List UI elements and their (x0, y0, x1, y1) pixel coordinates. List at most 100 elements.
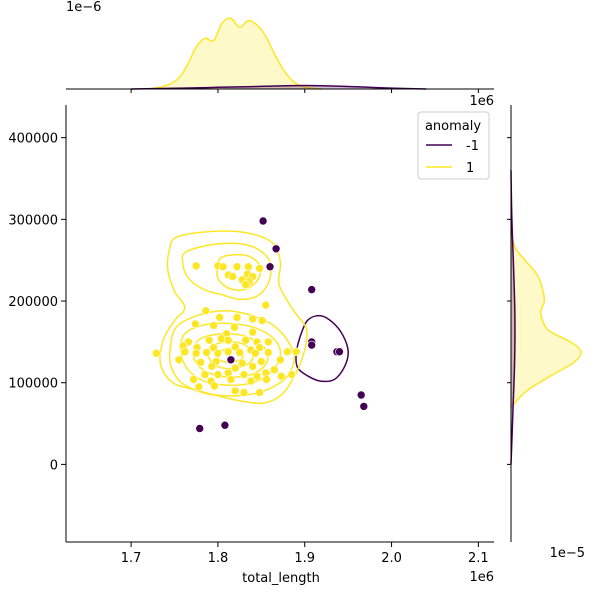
scatter-point-neg1-3 (307, 285, 317, 294)
scatter-point-pos1-4 (244, 262, 253, 272)
y-tick-label-0: 0 (50, 458, 58, 473)
right-kde-fill-pos1 (511, 231, 581, 408)
y-tick-label-4: 400000 (8, 132, 58, 147)
scatter-point-pos1-48 (174, 355, 184, 365)
scatter-point-pos1-7 (228, 272, 237, 281)
scatter-point-pos1-33 (209, 343, 218, 352)
top-kde-fill-pos1 (148, 18, 323, 89)
x-axis-offset-text: 1e6 (469, 570, 494, 585)
scatter-point-pos1-73 (231, 386, 240, 396)
scatter-point-pos1-54 (207, 362, 217, 371)
scatter-point-neg1-11 (195, 424, 204, 433)
scatter-point-neg1-9 (356, 390, 366, 400)
kde-contour-pos1-0 (159, 230, 308, 405)
scatter-point-pos1-34 (231, 342, 240, 352)
scatter-point-pos1-68 (226, 375, 236, 384)
right-marginal-kde (507, 105, 582, 542)
scatter-point-pos1-61 (239, 370, 249, 379)
top-marginal-kde (66, 17, 494, 93)
scatter-point-pos1-57 (270, 365, 279, 375)
y-tick-label-2: 200000 (8, 295, 58, 310)
scatter-point-pos1-15 (215, 313, 224, 322)
scatter-point-pos1-64 (276, 371, 286, 381)
top-kde-line-pos1 (148, 17, 323, 90)
scatter-point-pos1-16 (232, 313, 242, 322)
x-tick-label-4: 2.1 (468, 551, 489, 566)
legend-title: anomaly (425, 119, 481, 134)
scatter-point-pos1-21 (230, 322, 239, 332)
scatter-point-pos1-70 (262, 375, 271, 384)
scatter-point-pos1-30 (263, 337, 273, 347)
kde-contour-pos1-4 (179, 322, 282, 386)
scatter-point-pos1-71 (194, 382, 204, 392)
scatter-point-pos1-42 (224, 347, 233, 357)
scatter-point-neg1-2 (265, 262, 275, 272)
scatter-point-neg1-12 (220, 420, 230, 430)
scatter-point-pos1-0 (191, 261, 201, 271)
top-marginal-offset-text: 1e−6 (66, 0, 101, 15)
scatter-point-neg1-8 (226, 355, 236, 365)
scatter-point-pos1-75 (255, 388, 264, 397)
scatter-point-pos1-56 (248, 362, 257, 371)
scatter-point-pos1-65 (287, 370, 297, 379)
scatter-point-pos1-41 (213, 348, 223, 358)
scatter-point-pos1-45 (263, 348, 273, 357)
kde-contour-pos1-5 (192, 332, 269, 378)
y-tick-label-1: 100000 (8, 377, 58, 392)
scatter-point-neg1-7 (335, 347, 344, 357)
scatter-point-pos1-2 (218, 262, 228, 272)
scatter-point-pos1-3 (232, 262, 242, 272)
scatter-point-pos1-59 (213, 370, 223, 379)
main-axes: 1.7 1.8 1.9 2.0 2.1 0 100000 200000 300000 400000 (8, 105, 494, 566)
legend-frame (417, 111, 490, 180)
right-kde-line-pos1 (510, 231, 582, 408)
y-tick-label-3: 300000 (8, 213, 58, 228)
scatter-point-pos1-5 (255, 264, 264, 273)
scatter-point-pos1-55 (231, 363, 240, 373)
scatter-point-pos1-53 (276, 355, 285, 365)
legend-label-anomaly-1: 1 (466, 161, 474, 176)
scatter-point-pos1-47 (291, 347, 301, 357)
scatter-point-pos1-39 (191, 348, 201, 358)
scatter-point-pos1-14 (201, 306, 211, 316)
scatter-point-pos1-12 (241, 280, 250, 290)
x-tick-label-0: 1.7 (121, 551, 142, 566)
scatter-point-pos1-74 (239, 388, 249, 397)
scatter-point-pos1-46 (283, 347, 292, 357)
scatter-point-neg1-5 (307, 340, 317, 350)
scatter-point-pos1-36 (255, 343, 264, 352)
scatter-point-pos1-23 (248, 327, 257, 337)
scatter-point-pos1-19 (191, 319, 200, 329)
scatter-point-pos1-69 (246, 376, 256, 386)
top-marginal-axis-offset-text: 1e6 (469, 94, 494, 109)
scatter-point-pos1-62 (252, 371, 262, 381)
scatter-point-neg1-0 (258, 216, 268, 226)
main-plot: 1.7 1.8 1.9 2.0 2.1 0 100000 200000 300000 400000 (8, 105, 494, 566)
scatter-point-pos1-27 (224, 335, 233, 345)
scatter-point-pos1-43 (235, 348, 244, 357)
right-marginal-offset-text: 1e−5 (550, 546, 585, 561)
scatter-point-pos1-51 (237, 358, 247, 368)
x-tick-label-2: 1.9 (294, 551, 315, 566)
scatter-point-pos1-44 (251, 348, 260, 358)
scatter-point-pos1-58 (200, 370, 210, 379)
legend: anomaly -1 1 (417, 111, 490, 180)
scatter-point-pos1-37 (152, 348, 161, 358)
top-kde-line-neg1 (131, 84, 427, 90)
kde-contour-pos1-1 (181, 242, 272, 301)
scatter-point-pos1-38 (180, 347, 190, 357)
scatter-points (152, 216, 369, 433)
scatter-point-pos1-40 (202, 348, 211, 357)
scatter-point-pos1-20 (209, 321, 218, 330)
scatter-point-pos1-17 (248, 314, 257, 324)
scatter-point-pos1-66 (189, 375, 198, 384)
scatter-point-pos1-13 (261, 300, 271, 310)
scatter-point-pos1-52 (256, 357, 266, 366)
x-axis-label: total_length (242, 571, 320, 586)
x-tick-label-1: 1.8 (208, 551, 229, 566)
scatter-point-pos1-28 (241, 335, 250, 345)
scatter-point-neg1-1 (271, 244, 281, 254)
scatter-point-pos1-18 (257, 316, 267, 325)
x-tick-label-3: 2.0 (381, 551, 402, 566)
